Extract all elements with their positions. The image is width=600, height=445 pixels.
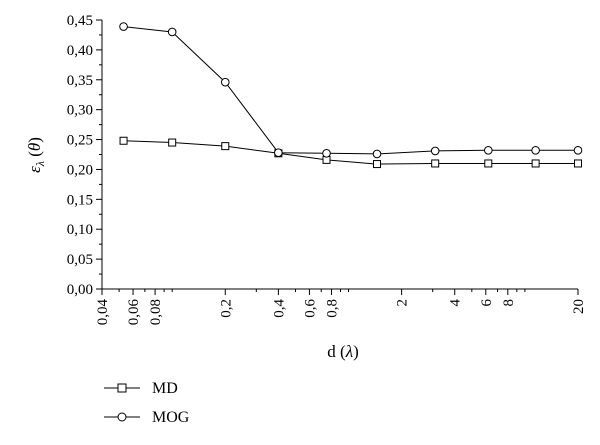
y-tick-label: 0,30	[67, 103, 93, 119]
x-tick-label: 0,6	[302, 299, 318, 318]
data-point-mog	[372, 149, 382, 159]
legend-item-md: MD	[104, 380, 178, 397]
data-point-md	[431, 159, 440, 168]
y-tick-label: 0,05	[67, 252, 93, 268]
data-point-md	[531, 159, 540, 168]
series-layer	[119, 22, 583, 169]
data-point-md	[221, 142, 230, 151]
y-tick-label: 0,10	[67, 222, 93, 238]
data-point-md	[119, 136, 128, 145]
series-line-md	[123, 140, 578, 165]
y-tick-label: 0,20	[67, 162, 93, 178]
legend-label-md: MD	[152, 380, 178, 397]
x-tick-label: 0,08	[148, 299, 164, 325]
y-tick-label: 0,40	[67, 43, 93, 59]
y-tick-label: 0,35	[67, 73, 93, 89]
x-tick-label: 8	[501, 299, 517, 307]
data-point-mog	[167, 27, 177, 37]
y-tick-label: 0,45	[67, 13, 93, 29]
data-point-md	[373, 160, 382, 169]
data-point-mog	[220, 77, 230, 87]
x-axis-label: d (λ)	[327, 342, 358, 361]
data-point-md	[168, 138, 177, 147]
data-point-mog	[573, 146, 583, 155]
legend-label-mog: MOG	[152, 409, 190, 426]
data-point-mog	[430, 146, 440, 156]
x-tick-label: 0,4	[271, 299, 287, 318]
series-mog	[119, 22, 583, 159]
x-tick-label: 0,2	[218, 299, 234, 318]
y-axis-ticks: 0,00 0,05 0,10 0,15 0,20 0,25 0,30 0,35 0,40 0,45	[67, 13, 102, 298]
data-point-md	[574, 159, 582, 168]
data-point-mog	[119, 22, 128, 31]
x-tick-label: 6	[479, 299, 495, 307]
y-tick-label: 0,15	[67, 192, 93, 208]
series-md	[119, 136, 582, 169]
data-point-mog	[274, 148, 283, 158]
legend: MD MOG	[104, 380, 190, 426]
legend-marker-md	[117, 383, 127, 393]
legend-marker-mog	[117, 412, 127, 422]
x-axis-ticks: 0,04 0,06 0,08 0,2 0,4 0,6 0,8 2 4 6 8 20	[95, 289, 587, 325]
data-point-mog	[483, 146, 493, 155]
x-tick-label: 0,8	[324, 299, 340, 318]
legend-item-mog: MOG	[104, 409, 190, 426]
data-point-mog	[322, 149, 331, 158]
x-tick-label: 2	[395, 299, 411, 307]
data-point-md	[484, 159, 493, 168]
series-line-mog	[123, 26, 578, 155]
y-axis-label: ελ (θ)	[25, 137, 47, 173]
x-tick-label: 20	[571, 299, 587, 314]
axes	[101, 20, 578, 290]
x-tick-label: 0,06	[126, 299, 142, 326]
y-tick-label: 0,00	[67, 282, 93, 298]
data-point-mog	[531, 146, 540, 155]
x-tick-label: 4	[448, 299, 464, 307]
x-tick-label: 0,04	[95, 299, 111, 326]
y-tick-label: 0,25	[67, 133, 93, 149]
